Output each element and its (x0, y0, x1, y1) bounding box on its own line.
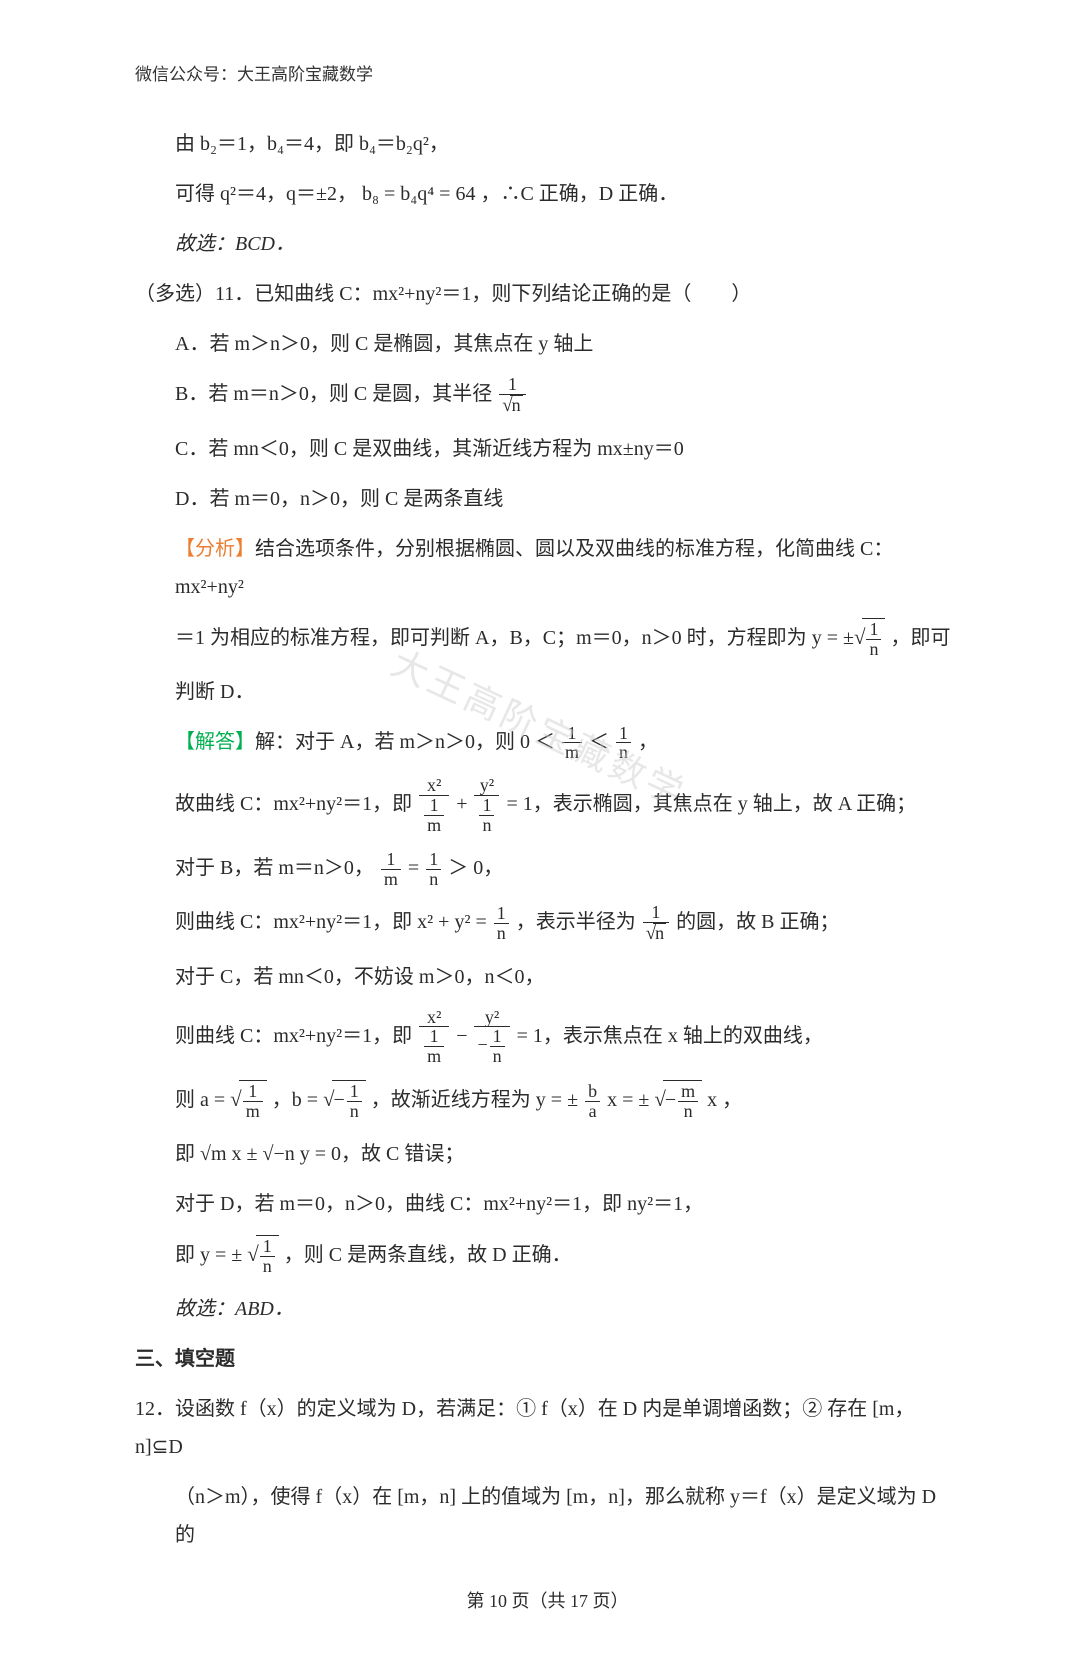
sol-A1a: 解：对于 A，若 m＞n＞0，则 (255, 731, 520, 753)
sol-A2: 故曲线 C：mx²+ny²＝1，即 x²1m + y²1n = 1，表示椭圆，其… (135, 776, 960, 835)
b1-l3: 故选：BCD． (135, 225, 960, 263)
sol-C3: 则 a = 1m ，b = −1n ，故渐近线方程为 y = ± ba x = … (135, 1080, 960, 1121)
sol-B2: 则曲线 C：mx²+ny²＝1，即 x² + y² = 1n ，表示半径为 1n… (135, 903, 960, 944)
sol-C3c: ， (722, 1089, 742, 1111)
solution-tag: 【解答】 (175, 731, 255, 753)
ineq-0-1m-1n: 0 ＜ 1m ＜ 1n (520, 731, 633, 753)
circle-eq: x² + y² = 1n (417, 911, 511, 933)
sol-C2b: = 1，表示焦点在 x 轴上的双曲线， (517, 1025, 823, 1047)
sol-C3a: 则 (175, 1089, 200, 1111)
frac-1-sqrt-n: 1 n (499, 375, 525, 416)
sol-C1: 对于 C，若 mn＜0，不妨设 m＞0，n＜0， (135, 958, 960, 996)
lines-eq: y = ± 1n (200, 1244, 279, 1266)
b1-l1: 由 b₂＝1，b₄＝4，即 b₄＝b₂q²， (135, 125, 960, 163)
eq-y-pm-sqrt: y = ±1n (812, 627, 886, 649)
analysis-1: 【分析】结合选项条件，分别根据椭圆、圆以及双曲线的标准方程，化简曲线 C：mx²… (135, 530, 960, 606)
header-wechat: 微信公众号：大王高阶宝藏数学 (135, 60, 960, 85)
sol-B1: 对于 B，若 m＝n＞0， 1m = 1n ＞ 0， (135, 849, 960, 889)
sol-C4: 即 √m x ± √−n y = 0，故 C 错误； (135, 1135, 960, 1173)
sol-D2b: ，则 C 是两条直线，故 D 正确． (284, 1244, 572, 1266)
sol-C2a: 则曲线 C：mx²+ny²＝1，即 (175, 1025, 417, 1047)
sol-A1m: ， (638, 731, 658, 753)
hyperbola-eq: x²1m − y²−1n (417, 1025, 516, 1047)
b1-l2b: b₈ = b₄q⁴ = 64 (362, 183, 475, 205)
sol-B2c: 的圆，故 B 正确； (676, 911, 839, 933)
q11-A: A．若 m＞n＞0，则 C 是椭圆，其焦点在 y 轴上 (135, 325, 960, 363)
sol-B2b: ，表示半径为 (516, 911, 641, 933)
page: 微信公众号：大王高阶宝藏数学 大王高阶宝藏数学 由 b₂＝1，b₄＝4，即 b₄… (0, 0, 1080, 1658)
sol-C3b: ，故渐近线方程为 (371, 1089, 536, 1111)
analysis-2: ＝1 为相应的标准方程，即可判断 A，B，C；m＝0，n＞0 时，方程即为 y … (135, 618, 960, 659)
q11-stem: （多选）11．已知曲线 C：mx²+ny²＝1，则下列结论正确的是（ ） (135, 275, 960, 313)
analysis-t1: 结合选项条件，分别根据椭圆、圆以及双曲线的标准方程，化简曲线 C：mx²+ny² (175, 538, 893, 598)
content: 由 b₂＝1，b₄＝4，即 b₄＝b₂q²， 可得 q²＝4，q＝±2， b₈ … (135, 125, 960, 1618)
sol-A2b: = 1，表示椭圆，其焦点在 y 轴上，故 A 正确； (506, 793, 916, 815)
asymptote-eq: y = ± ba x = ± −mn x (536, 1089, 722, 1111)
q11-B-text: B．若 m＝n＞0，则 C 是圆，其半径 (175, 383, 492, 405)
analysis-3: 判断 D． (135, 673, 960, 711)
sol-C2: 则曲线 C：mx²+ny²＝1，即 x²1m − y²−1n = 1，表示焦点在… (135, 1008, 960, 1067)
sol-final: 故选：ABD． (135, 1290, 960, 1328)
sol-D1: 对于 D，若 m＝0，n＞0，曲线 C：mx²+ny²＝1，即 ny²＝1， (135, 1185, 960, 1223)
q11-D: D．若 m＝0，n＞0，则 C 是两条直线 (135, 480, 960, 518)
page-footer: 第 10 页（共 17 页） (135, 1584, 960, 1618)
b1-l2: 可得 q²＝4，q＝±2， b₈ = b₄q⁴ = 64 ，∴C 正确，D 正确… (135, 175, 960, 213)
q12-l1: 12．设函数 f（x）的定义域为 D，若满足：① f（x）在 D 内是单调增函数… (135, 1390, 960, 1466)
b1-l2a: 可得 q²＝4，q＝±2， (175, 183, 357, 205)
sol-D2: 即 y = ± 1n ，则 C 是两条直线，故 D 正确． (135, 1235, 960, 1276)
ellipse-eq: x²1m + y²1n (417, 793, 506, 815)
q11-C: C．若 mn＜0，则 C 是双曲线，其渐近线方程为 mx±ny＝0 (135, 430, 960, 468)
sol-B2a: 则曲线 C：mx²+ny²＝1，即 (175, 911, 417, 933)
b1-l2c: ，∴C 正确，D 正确． (480, 183, 678, 205)
eq-1m-1n-gt0: 1m = 1n ＞ 0， (379, 857, 503, 879)
section3-title: 三、填空题 (135, 1340, 960, 1378)
analysis-t2b: ，即可 (890, 627, 950, 649)
frac-1-sqrt-n-2: 1n (643, 903, 669, 944)
sol-A1: 【解答】解：对于 A，若 m＞n＞0，则 0 ＜ 1m ＜ 1n ， (135, 723, 960, 763)
q11-B: B．若 m＝n＞0，则 C 是圆，其半径 1 n (135, 375, 960, 416)
sol-D2a: 即 (175, 1244, 200, 1266)
q12-l2: （n＞m），使得 f（x）在 [m，n] 上的值域为 [m，n]，那么就称 y＝… (135, 1478, 960, 1554)
analysis-t2a: ＝1 为相应的标准方程，即可判断 A，B，C；m＝0，n＞0 时，方程即为 (175, 627, 812, 649)
ab-def: a = 1m ，b = −1n (200, 1089, 371, 1111)
sol-B1a: 对于 B，若 m＝n＞0， (175, 857, 374, 879)
sol-A2a: 故曲线 C：mx²+ny²＝1，即 (175, 793, 417, 815)
analysis-tag: 【分析】 (175, 538, 255, 560)
